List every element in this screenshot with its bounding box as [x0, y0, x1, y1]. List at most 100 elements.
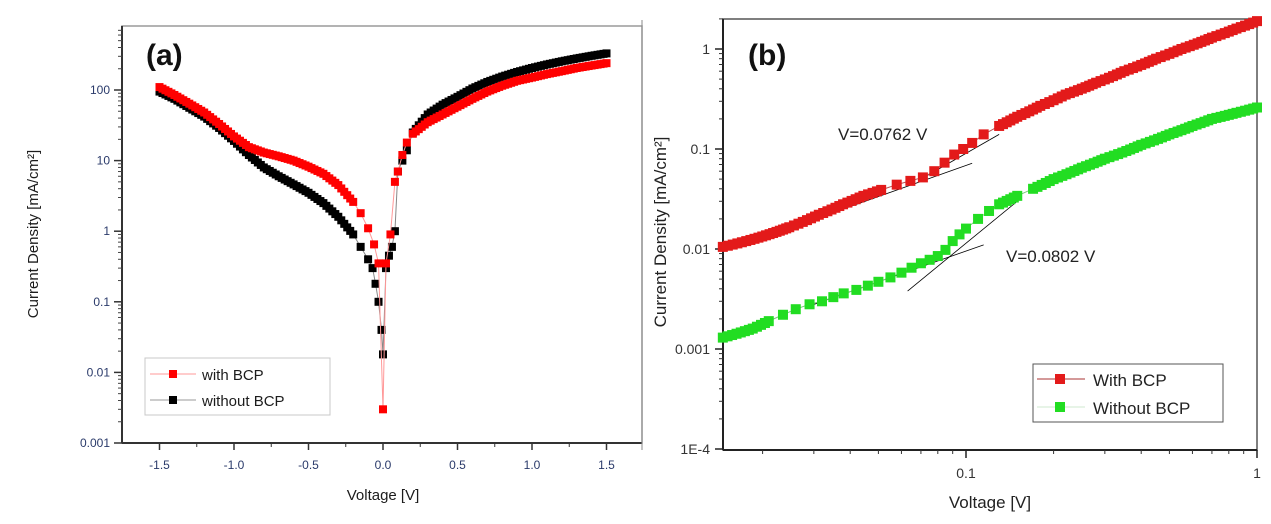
data-point: [398, 156, 407, 165]
data-point: [838, 288, 849, 299]
y-tick-label: 0.001: [675, 341, 710, 357]
data-point: [384, 251, 393, 260]
y-ticks-a: 0.001 0.01 0.1 1 10 100: [80, 29, 122, 450]
legend-marker: [169, 370, 177, 378]
data-point: [967, 137, 978, 148]
annotation-without-bcp: V=0.0802 V: [1006, 247, 1096, 266]
x-tick-label: 1.5: [598, 458, 615, 472]
legend-marker: [169, 396, 177, 404]
data-point: [402, 146, 411, 155]
x-tick-label: -0.5: [298, 458, 319, 472]
series-without-bcp: [717, 102, 1262, 343]
data-point: [777, 309, 788, 320]
data-point: [873, 276, 884, 287]
data-point: [371, 279, 380, 288]
data-point: [390, 227, 399, 236]
data-point: [939, 157, 950, 168]
y-tick-label: 1E-4: [680, 441, 710, 457]
legend-a: with BCP without BCP: [144, 357, 331, 416]
legend-label: with BCP: [201, 367, 264, 384]
x-tick-label: 0.0: [375, 458, 392, 472]
data-point: [905, 175, 916, 186]
panel-a: 0.001 0.01 0.1 1 10 100 -1.5 -1.0 -0.5 0.0 0.5 1.0…: [25, 25, 643, 504]
data-point: [1252, 16, 1262, 27]
data-point: [763, 316, 774, 327]
x-tick-label: -1.5: [149, 458, 170, 472]
y-tick-label: 0.01: [683, 241, 710, 257]
x-ticks-a: -1.5 -1.0 -0.5 0.0 0.5 1.0 1.5: [149, 443, 615, 472]
y-tick-label: 10: [97, 154, 111, 168]
y-tick-label: 0.01: [87, 365, 111, 379]
data-point: [891, 179, 902, 190]
series-group-a: [155, 49, 611, 414]
x-ticks-b: 0.1 1: [762, 450, 1261, 481]
data-point: [862, 280, 873, 291]
y-tick-label: 0.001: [80, 436, 110, 450]
x-axis-title-b: Voltage [V]: [949, 493, 1031, 512]
annotation-with-bcp: V=0.0762 V: [838, 125, 928, 144]
data-point: [374, 297, 383, 306]
data-point: [973, 213, 984, 224]
data-point: [379, 350, 387, 359]
y-tick-label: 0.1: [93, 295, 110, 309]
data-point: [364, 224, 373, 233]
legend-box-a: [144, 357, 331, 416]
data-point: [364, 255, 373, 264]
y-tick-label: 1: [103, 224, 110, 238]
x-tick-label: 0.1: [956, 465, 976, 481]
data-point: [915, 258, 926, 269]
legend-item-without-bcp: without BCP: [150, 393, 285, 410]
y-tick-label: 0.1: [691, 141, 711, 157]
data-point: [1252, 102, 1262, 113]
data-point: [947, 236, 958, 247]
legend-marker: [1055, 402, 1065, 412]
y-axis-title-b: Current Density [mA/cm²]: [651, 137, 670, 328]
y-axis-title-a: Current Density [mA/cm²]: [25, 150, 42, 318]
legend-label: Without BCP: [1093, 399, 1190, 418]
x-tick-label: 1: [1253, 465, 1261, 481]
data-point: [602, 49, 611, 58]
data-point: [374, 259, 383, 268]
data-point: [790, 304, 801, 315]
data-point: [896, 267, 907, 278]
legend-label: With BCP: [1093, 371, 1167, 390]
legend-label: without BCP: [201, 393, 285, 410]
data-point: [851, 284, 862, 295]
data-point: [349, 230, 358, 239]
data-point: [390, 177, 399, 186]
data-point: [917, 172, 928, 183]
data-point: [1012, 190, 1023, 201]
legend-b: With BCP Without BCP: [1032, 363, 1224, 423]
data-point: [381, 259, 390, 268]
data-point: [958, 144, 969, 154]
data-point: [828, 292, 839, 303]
data-point: [929, 166, 940, 177]
data-point: [816, 296, 827, 307]
data-point: [984, 205, 995, 216]
y-ticks-b: 1E-4 0.001 0.01 0.1 1: [675, 18, 723, 457]
legend-box-b: [1032, 363, 1224, 423]
y-tick-label: 100: [90, 83, 110, 97]
data-point: [949, 149, 960, 160]
panel-label-a: (a): [146, 39, 183, 72]
series-with-bcp: [155, 59, 611, 414]
data-point: [602, 59, 611, 68]
data-point: [377, 325, 386, 334]
legend-marker: [1055, 374, 1065, 384]
data-point: [387, 242, 396, 251]
data-point: [356, 242, 365, 251]
x-tick-label: 1.0: [524, 458, 541, 472]
data-point: [717, 241, 728, 252]
data-point: [349, 197, 358, 206]
data-point: [940, 244, 951, 255]
data-point: [924, 254, 935, 265]
data-point: [954, 229, 965, 240]
data-point: [398, 151, 407, 160]
data-point: [368, 264, 377, 273]
data-point: [393, 167, 402, 176]
data-point: [386, 230, 395, 239]
x-tick-label: 0.5: [449, 458, 466, 472]
panel-label-b: (b): [748, 39, 786, 72]
data-point: [932, 251, 943, 262]
